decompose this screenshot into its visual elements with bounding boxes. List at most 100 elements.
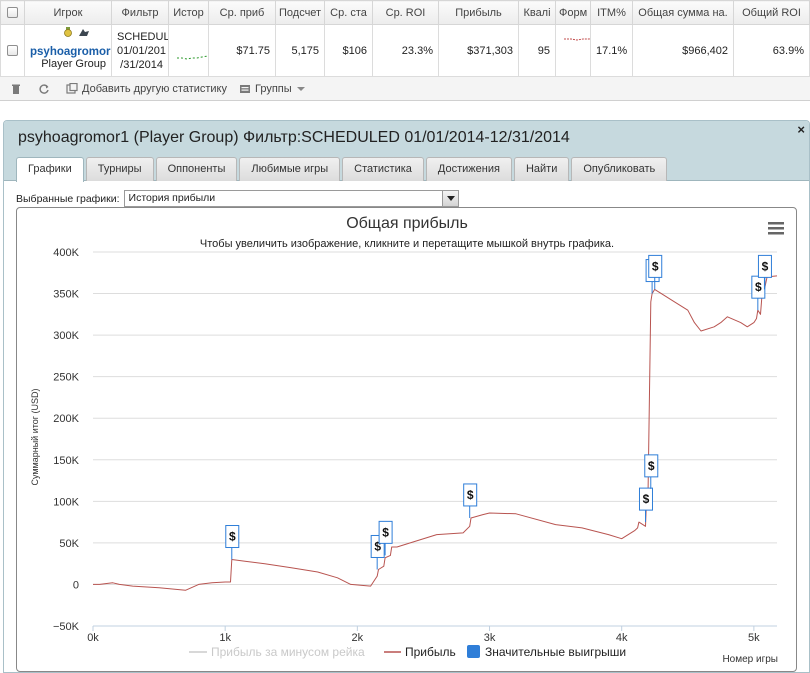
big-win-flags: $$$$$$$$$$	[225, 254, 772, 570]
delete-button[interactable]	[10, 83, 26, 95]
big-win-flag[interactable]: $	[644, 454, 659, 489]
big-win-flag[interactable]: $	[463, 483, 478, 518]
flag-label: $	[382, 525, 389, 539]
add-statistic-button[interactable]: Добавить другую статистику	[66, 82, 227, 95]
panel-title: psyhoagromor1 (Player Group) Фильтр:SCHE…	[18, 129, 570, 146]
flag-label: $	[762, 259, 769, 273]
legend-label-big-wins: Значительные выигрыши	[485, 645, 626, 659]
flag-label: $	[467, 488, 474, 502]
total-sum-cell: $966,402	[632, 24, 734, 77]
flag-box	[638, 487, 653, 511]
close-icon[interactable]: ×	[797, 122, 805, 137]
col-itm[interactable]: ITM%	[590, 0, 633, 25]
award-icon	[64, 27, 72, 37]
x-tick-label: 3k	[484, 632, 496, 644]
legend-item-profit[interactable]: Прибыль	[384, 645, 456, 659]
col-total-roi[interactable]: Общий ROI	[733, 0, 810, 25]
x-axis-label: Номер игры	[722, 654, 778, 665]
col-player[interactable]: Игрок	[24, 0, 112, 25]
avg-roi-cell: 23.3%	[372, 24, 439, 77]
col-avg-profit[interactable]: Ср. приб	[208, 0, 276, 25]
player-name-link[interactable]: psyhoagromor	[30, 45, 111, 58]
chart-select-row: Выбранные графики: История прибыли	[16, 190, 459, 207]
legend-item-big-wins[interactable]: Значительные выигрыши	[467, 645, 626, 659]
tab-find[interactable]: Найти	[513, 157, 570, 181]
col-filter[interactable]: Фильтр	[111, 0, 169, 25]
chart-legend: Прибыль за минусом рейка Прибыль Значите…	[189, 645, 626, 659]
flag-box	[378, 520, 393, 544]
y-axis-label: Суммарный итог (USD)	[30, 388, 40, 485]
filter-line: /31/2014	[120, 58, 163, 71]
filter-line: SCHEDULE	[117, 30, 168, 43]
history-sparkline	[177, 55, 208, 60]
y-tick-label: −50K	[53, 621, 80, 633]
panel-tabs: Графики Турниры Оппоненты Любимые игры С…	[16, 157, 669, 182]
y-tick-label: 250K	[53, 372, 79, 384]
player-cell[interactable]: psyhoagromor Player Group	[24, 24, 112, 77]
col-count[interactable]: Подсчет	[275, 0, 325, 25]
trash-icon	[12, 84, 20, 94]
big-win-flag[interactable]: $	[757, 254, 772, 290]
profit-chart[interactable]: Общая прибыль Чтобы увеличить изображени…	[16, 207, 797, 672]
chart-series	[93, 275, 778, 591]
player-detail-panel: psyhoagromor1 (Player Group) Фильтр:SCHE…	[3, 120, 810, 673]
form-sparkline	[564, 38, 590, 41]
add-stat-icon	[66, 82, 78, 94]
checkbox-icon[interactable]	[7, 45, 18, 57]
stats-toolbar: Добавить другую статистику Группы	[0, 77, 810, 101]
total-roi-cell: 63.9%	[733, 24, 810, 77]
tab-achievements[interactable]: Достижения	[425, 157, 512, 181]
chart-select-value: История прибыли	[128, 192, 216, 204]
big-win-flag[interactable]: $	[225, 525, 240, 560]
col-avg-stake[interactable]: Ср. ста	[324, 0, 373, 25]
tab-publish[interactable]: Опубликовать	[571, 157, 668, 181]
chart-select-label: Выбранные графики:	[16, 192, 120, 205]
x-tick-label: 2k	[352, 632, 364, 644]
tab-charts[interactable]: Графики	[16, 157, 84, 182]
col-quali[interactable]: Квалі	[518, 0, 556, 25]
history-sparkline-cell[interactable]	[168, 24, 209, 77]
groups-menu-button[interactable]: Группы	[239, 83, 305, 95]
big-win-flag[interactable]: $	[751, 275, 766, 311]
big-win-flag[interactable]: $	[648, 254, 663, 290]
col-total-sum[interactable]: Общая сумма на.	[632, 0, 734, 25]
refresh-button[interactable]	[38, 83, 54, 95]
y-tick-label: 0	[73, 579, 79, 591]
select-all-cell[interactable]	[0, 0, 25, 25]
refresh-icon	[39, 83, 49, 94]
flag-label: $	[755, 280, 762, 294]
flag-label: $	[652, 259, 659, 273]
col-history[interactable]: Истор	[168, 0, 209, 25]
tab-statistics[interactable]: Статистика	[342, 157, 424, 181]
checkbox-icon[interactable]	[7, 7, 18, 19]
avg-profit-cell: $71.75	[208, 24, 276, 77]
row-select-cell[interactable]	[0, 24, 25, 77]
flag-label: $	[229, 530, 236, 544]
tab-favorite-games[interactable]: Любимые игры	[239, 157, 341, 181]
form-sparkline-cell[interactable]	[555, 24, 591, 77]
chart-select-dropdown[interactable]: История прибыли	[123, 190, 459, 207]
legend-item-rake[interactable]: Прибыль за минусом рейка	[189, 645, 365, 659]
groups-icon	[240, 84, 250, 93]
col-avg-roi[interactable]: Ср. ROI	[372, 0, 439, 25]
chart-subtitle: Чтобы увеличить изображение, кликните и …	[200, 238, 614, 250]
big-win-flag[interactable]: $	[378, 520, 393, 556]
dropdown-button[interactable]	[441, 191, 458, 206]
chart-canvas[interactable]: Общая прибыль Чтобы увеличить изображени…	[17, 208, 797, 672]
col-form[interactable]: Форм	[555, 0, 591, 25]
x-axis-ticks: 0k 1k 2k 3k 4k 5k	[87, 626, 760, 644]
itm-cell: 17.1%	[590, 24, 633, 77]
col-profit[interactable]: Прибыль	[438, 0, 519, 25]
panel-header: psyhoagromor1 (Player Group) Фильтр:SCHE…	[4, 121, 809, 182]
big-win-flag[interactable]: $	[638, 487, 653, 523]
y-tick-label: 350K	[53, 289, 79, 301]
shark-icon	[79, 29, 90, 36]
y-tick-label: 300K	[53, 330, 79, 342]
tab-opponents[interactable]: Оппоненты	[155, 157, 238, 181]
count-cell: 5,175	[275, 24, 325, 77]
menu-icon[interactable]	[768, 222, 784, 235]
tab-tournaments[interactable]: Турниры	[85, 157, 154, 181]
flag-box	[648, 254, 663, 278]
table-row[interactable]: psyhoagromor Player Group SCHEDULE 01/01…	[0, 24, 810, 77]
legend-label-rake: Прибыль за минусом рейка	[211, 645, 365, 659]
